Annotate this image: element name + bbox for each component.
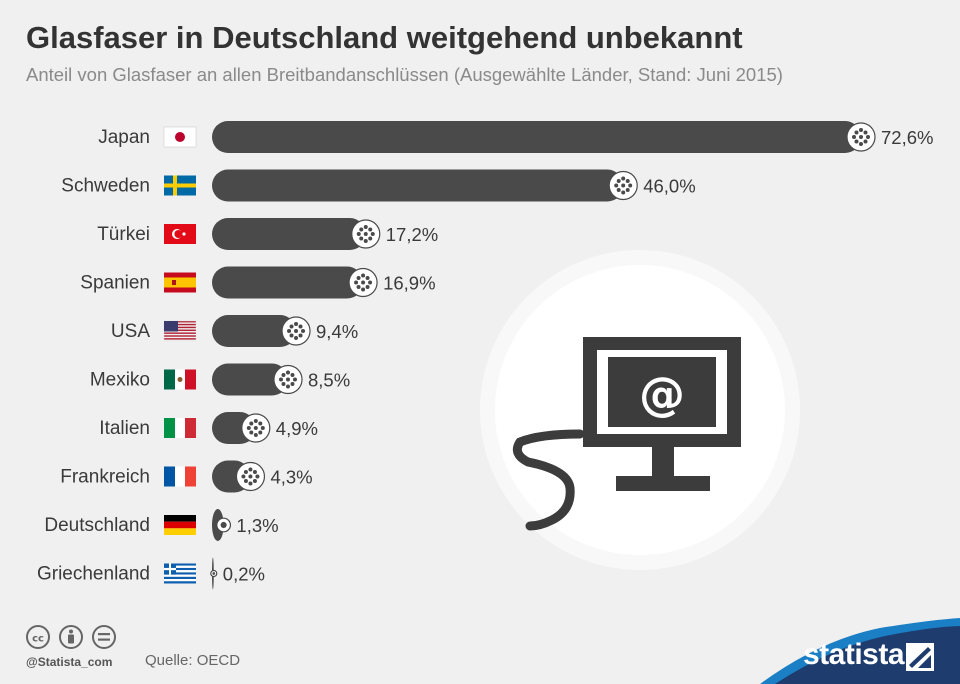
category-label-griechenland: Griechenland [37, 564, 150, 585]
flag-icon-usa [163, 320, 197, 342]
bar-usa [212, 315, 297, 347]
category-label-italien: Italien [99, 418, 150, 439]
flag-icon-griechenland [164, 563, 196, 584]
category-label-schweden: Schweden [61, 176, 150, 197]
svg-text:cc: cc [32, 634, 44, 645]
cable-end-schweden [608, 170, 638, 201]
category-label-tuerkei: Türkei [97, 224, 150, 245]
cable-end-japan [846, 122, 876, 152]
statista-logo: statista [803, 638, 905, 671]
value-label-deutschland: 1,3% [236, 515, 278, 536]
flag-icon-mexiko [164, 369, 196, 390]
at-symbol: @ [639, 367, 685, 421]
bar-schweden [212, 169, 624, 202]
value-label-frankreich: 4,3% [270, 467, 312, 488]
value-label-usa: 9,4% [316, 321, 358, 342]
flag-icon-spanien [164, 272, 196, 293]
nd-icon [92, 625, 116, 649]
value-label-japan: 72,6% [881, 127, 933, 148]
bar-chart: Japan 72,6% Schweden 46,0% Türkei 17,2% Spanie… [37, 121, 933, 590]
flag-icon-italien [164, 418, 196, 438]
flag-icon-frankreich [164, 466, 196, 487]
value-label-schweden: 46,0% [643, 176, 695, 197]
chart-title: Glasfaser in Deutschland weitgehend unbe… [26, 20, 743, 55]
value-label-griechenland: 0,2% [223, 564, 265, 585]
category-label-frankreich: Frankreich [60, 467, 150, 488]
source-note: Quelle: OECD [145, 652, 241, 669]
cable-end-frankreich [235, 461, 266, 492]
category-label-mexiko: Mexiko [90, 370, 150, 391]
bar-japan [212, 121, 861, 153]
by-icon [59, 625, 83, 649]
category-label-japan: Japan [98, 127, 150, 148]
flag-icon-deutschland [164, 515, 196, 535]
category-label-deutschland: Deutschland [44, 515, 150, 536]
category-label-usa: USA [111, 321, 150, 342]
flag-icon-tuerkei [164, 224, 196, 244]
bar-tuerkei [212, 218, 366, 250]
flag-icon-schweden [164, 175, 196, 196]
monitor-screen [608, 357, 716, 427]
monitor-cable [512, 429, 585, 531]
value-label-spanien: 16,9% [383, 273, 435, 294]
cable-end-usa [281, 316, 311, 346]
cable-end-italien [241, 413, 271, 443]
cable-end-spanien [348, 267, 378, 298]
bar-spanien [212, 266, 364, 299]
monitor-neck [652, 447, 674, 477]
monitor-stand [616, 476, 710, 491]
flag-icon-japan [163, 126, 197, 148]
category-label-spanien: Spanien [80, 273, 150, 294]
value-label-italien: 4,9% [276, 418, 318, 439]
cc-icon: cc [26, 625, 50, 649]
value-label-mexiko: 8,5% [308, 370, 350, 391]
value-label-tuerkei: 17,2% [386, 224, 438, 245]
bar-mexiko [212, 363, 288, 396]
statista-handle: @Statista_com [26, 655, 113, 669]
chart-subtitle: Anteil von Glasfaser an allen Breitbanda… [26, 64, 783, 85]
cable-end-deutschland [216, 517, 232, 533]
license-badges: cc [26, 625, 116, 649]
cable-end-tuerkei [351, 219, 381, 249]
cable-end-griechenland [210, 569, 218, 578]
statista-logo-icon [906, 643, 934, 671]
cable-end-mexiko [273, 364, 303, 395]
